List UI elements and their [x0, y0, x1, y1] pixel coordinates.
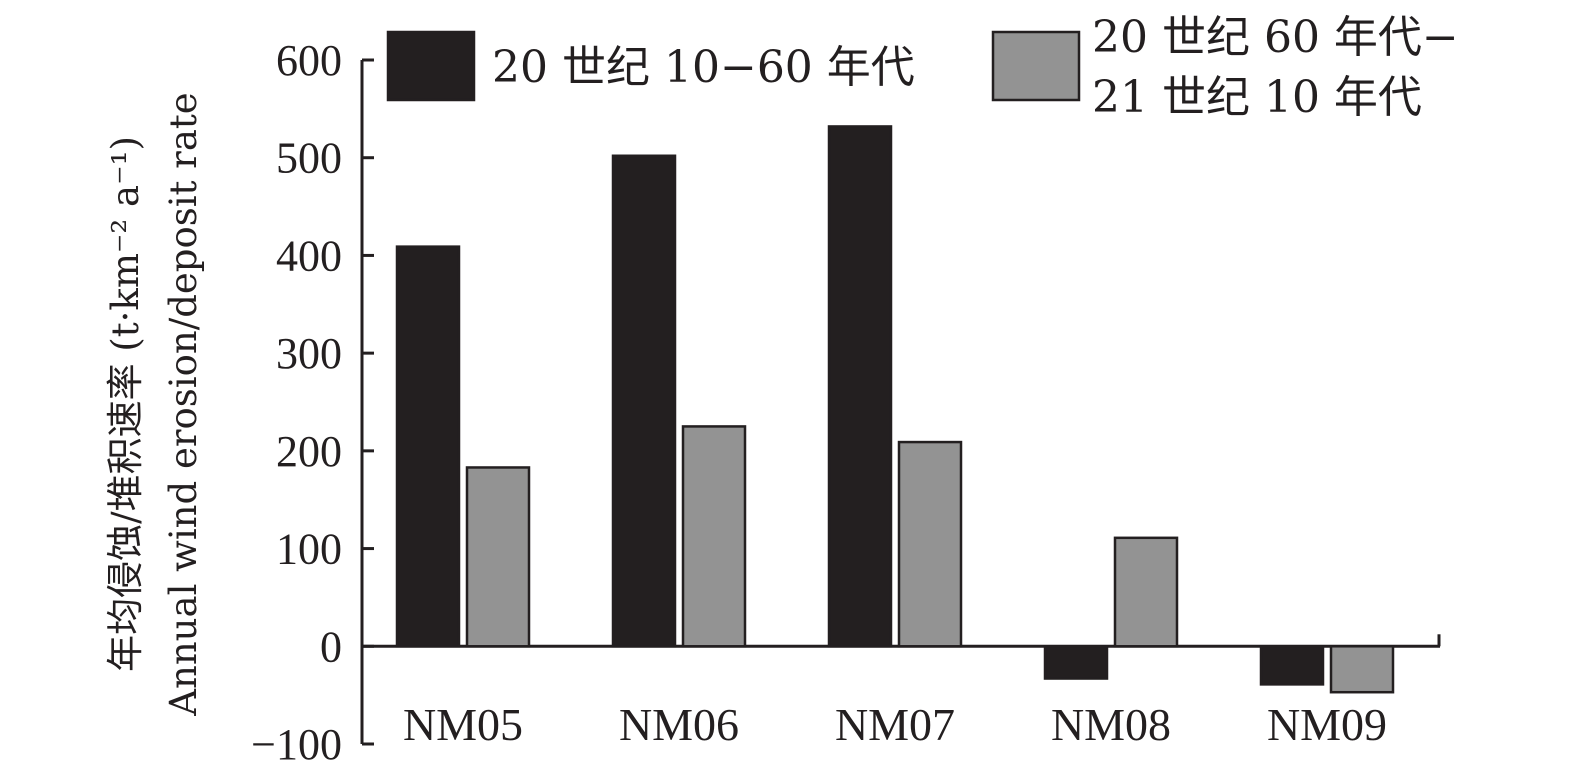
- legend-label-series-1: 20 世纪 10−60 年代: [492, 42, 915, 93]
- bar-nm05-series-1: [395, 245, 461, 648]
- bars: [395, 125, 1395, 694]
- bar-nm06-series-1: [611, 154, 677, 648]
- bar-nm07-series-1: [827, 125, 893, 648]
- x-tick-label: NM05: [403, 699, 523, 750]
- x-tick-label: NM07: [835, 699, 955, 750]
- y-tick-label: 500: [276, 134, 342, 183]
- legend-swatch-series-2: [991, 30, 1081, 102]
- bar-nm09-series-2: [1329, 645, 1395, 694]
- bar-nm08-series-1: [1043, 645, 1109, 680]
- bar-nm05-series-2: [465, 466, 531, 648]
- x-tick-label: NM09: [1267, 699, 1387, 750]
- y-axis-label: 年均侵蚀/堆积速率 (t·km⁻² a⁻¹) Annual wind erosi…: [104, 92, 205, 716]
- y-tick-label: 100: [276, 525, 342, 574]
- legend-label-series-2-line-1: 20 世纪 60 年代−: [1092, 12, 1459, 63]
- y-tick-label: −100: [251, 720, 342, 769]
- y-tick-label: 400: [276, 231, 342, 280]
- x-tick-label: NM06: [619, 699, 739, 750]
- y-tick-label: 200: [276, 427, 342, 476]
- axes: −100 0 100 200 300 400 500 600: [251, 36, 1441, 769]
- bar-nm08-series-2: [1113, 536, 1179, 648]
- category-labels: NM05 NM06 NM07 NM08 NM09: [403, 699, 1387, 750]
- bar-nm09-series-1: [1259, 645, 1325, 686]
- legend-label-series-2-line-2: 21 世纪 10 年代: [1092, 72, 1422, 123]
- y-tick-label: 600: [276, 36, 342, 85]
- legend-swatch-series-1: [386, 30, 476, 102]
- legend: 20 世纪 10−60 年代 20 世纪 60 年代− 21 世纪 10 年代: [386, 12, 1459, 123]
- y-tick-label: 0: [320, 622, 342, 671]
- bar-nm07-series-2: [897, 440, 963, 648]
- y-axis-label-english: Annual wind erosion/deposit rate: [162, 92, 205, 716]
- bar-nm06-series-2: [681, 425, 747, 648]
- y-tick-label: 300: [276, 329, 342, 378]
- y-axis-label-chinese: 年均侵蚀/堆积速率 (t·km⁻² a⁻¹): [104, 136, 147, 672]
- x-tick-label: NM08: [1051, 699, 1171, 750]
